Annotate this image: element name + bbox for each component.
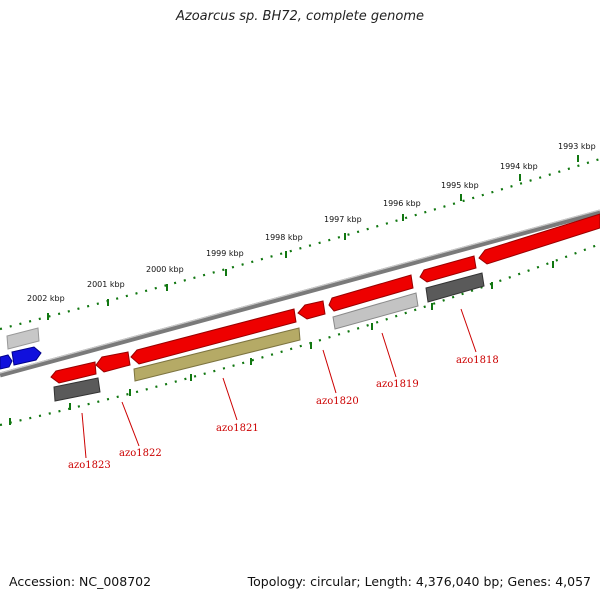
gene-azo1819[interactable] (328, 274, 414, 312)
gene-label-azo1823[interactable]: azo1823 (68, 460, 111, 471)
gene-azo1822[interactable] (95, 351, 131, 373)
kbp-ticks (9, 155, 579, 425)
genome-title: Azoarcus sp. BH72, complete genome (175, 9, 425, 24)
gene-label-azo1821[interactable]: azo1821 (216, 423, 259, 434)
gene-label-azo1822[interactable]: azo1822 (119, 448, 162, 459)
kbp-label: 1996 kbp (383, 199, 421, 208)
reverse-gene-light[interactable] (332, 292, 419, 330)
gene-azo1818-b[interactable] (478, 213, 600, 265)
label-leaders (81, 308, 477, 459)
forward-strand-genes (50, 213, 600, 384)
kbp-label: 1993 kbp (558, 142, 596, 151)
kbp-label: 1997 kbp (324, 215, 362, 224)
leader-line (322, 349, 337, 394)
reverse-gene-light[interactable] (6, 327, 40, 350)
reverse-gene-dark[interactable] (425, 272, 485, 303)
kbp-label: 2002 kbp (27, 294, 65, 303)
leader-line (121, 401, 140, 447)
kbp-label: 1994 kbp (500, 162, 538, 171)
leader-line (81, 412, 87, 459)
kbp-label: 1998 kbp (265, 233, 303, 242)
kbp-label: 1999 kbp (206, 249, 244, 258)
gene-azo1820[interactable] (297, 300, 326, 320)
leader-line (222, 377, 238, 421)
reverse-gene-dark[interactable] (53, 377, 101, 402)
gene-azo1821[interactable] (130, 308, 297, 365)
gene-azo1823[interactable] (50, 361, 97, 384)
gene-label-azo1819[interactable]: azo1819 (376, 379, 419, 390)
kbp-label: 2000 kbp (146, 265, 184, 274)
blue-feature[interactable] (0, 354, 13, 370)
gene-azo1818-a[interactable] (419, 255, 477, 283)
gene-label-azo1820[interactable]: azo1820 (316, 396, 359, 407)
accession-text: Accession: NC_008702 (9, 574, 152, 589)
blue-feature[interactable] (11, 346, 42, 366)
genome-backbone-highlight (0, 209, 600, 374)
pseudogene-azo1821[interactable] (133, 327, 301, 382)
kbp-label: 1995 kbp (441, 181, 479, 190)
leader-line (460, 308, 477, 353)
gene-label-azo1818[interactable]: azo1818 (456, 355, 499, 366)
leader-line (381, 332, 397, 378)
kbp-label: 2001 kbp (87, 280, 125, 289)
genome-backbone (0, 209, 600, 378)
genome-summary-text: Topology: circular; Length: 4,376,040 bp… (247, 574, 591, 589)
